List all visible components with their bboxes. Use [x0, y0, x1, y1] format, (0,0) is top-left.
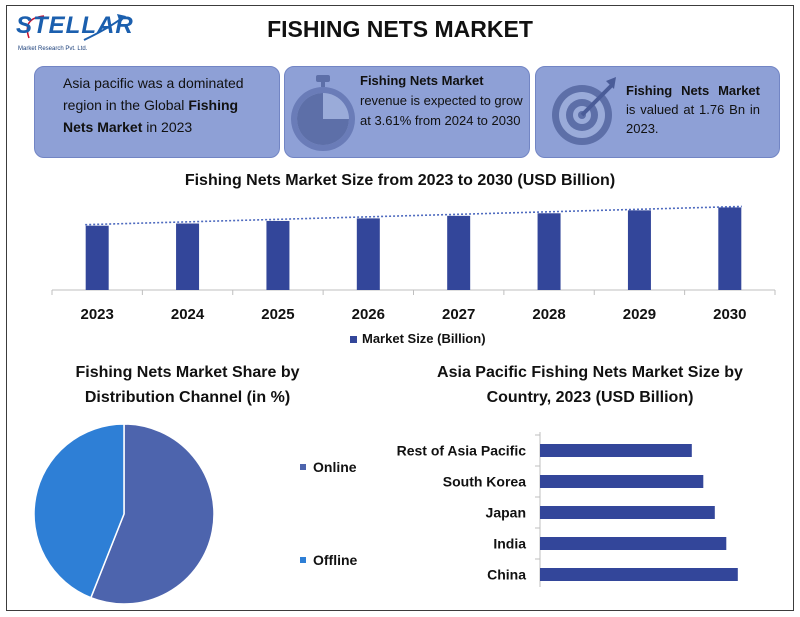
y-tick-label-india: India: [493, 536, 526, 552]
logo-swoosh-icon: [26, 14, 126, 41]
x-tick-label-2023: 2023: [81, 306, 114, 323]
pie-chart-title: Fishing Nets Market Share by Distributio…: [75, 364, 300, 406]
legend-swatch-offline: [300, 557, 306, 563]
hbar-china: [540, 568, 738, 581]
brand-name: STELLAR: [16, 12, 134, 39]
x-tick-label-2029: 2029: [623, 306, 656, 323]
info-card-growth: Fishing Nets Market revenue is expected …: [284, 66, 530, 158]
x-tick-label-2024: 2024: [171, 306, 205, 323]
card-value-text: Fishing Nets Market is valued at 1.76 Bn…: [626, 81, 760, 138]
x-tick-label-2028: 2028: [532, 306, 565, 323]
bar-2023: [85, 225, 109, 290]
stopwatch-icon: [291, 75, 355, 151]
hbar-india: [540, 537, 727, 550]
country-bar-chart: Rest of Asia Pacific South Korea Japan Indi…: [397, 432, 738, 587]
card-value-bold: Fishing Nets Market: [626, 83, 760, 98]
info-card-value: Fishing Nets Market is valued at 1.76 Bn…: [535, 66, 780, 158]
x-tick-label-2027: 2027: [442, 306, 475, 323]
legend-label-market-size: Market Size (Billion): [362, 331, 486, 346]
hbar-japan: [540, 506, 715, 519]
info-card-region: Asia pacific was a dominated region in t…: [34, 66, 280, 158]
bar-2028: [537, 213, 561, 290]
brand-logo: STELLAR Market Research Pvt. Ltd.: [14, 8, 133, 58]
card-value-post: is valued at 1.76 Bn in 2023.: [626, 102, 760, 136]
card-region-post: in 2023: [142, 119, 193, 135]
bar-2026: [356, 218, 380, 290]
card-region-pre: Asia pacific was a dominated region in t…: [63, 75, 244, 113]
y-tick-label-china: China: [487, 567, 526, 583]
distribution-pie-chart: Online Offline: [33, 423, 358, 605]
market-size-bar-chart: 2023 2024 2025 2026 2027 2028 2029 2030 Market S…: [51, 205, 776, 346]
legend-label-online: Online: [313, 459, 357, 475]
trendline: [85, 205, 742, 226]
bar-chart-title: Fishing Nets Market Size from 2023 to 20…: [184, 172, 616, 189]
infographic-frame: [6, 5, 794, 611]
legend-swatch-market-size: [350, 336, 357, 343]
pie-slice-offline: [33, 423, 125, 599]
brand-subtitle: Market Research Pvt. Ltd.: [18, 46, 88, 52]
bar-2027: [447, 215, 471, 290]
card-region-bold: Fishing Nets Market: [63, 97, 239, 135]
bar-2024: [176, 223, 200, 290]
bar-2029: [627, 210, 651, 290]
legend-swatch-online: [300, 464, 306, 470]
page-title: FISHING NETS MARKET: [267, 16, 533, 42]
country-chart-title: Asia Pacific Fishing Nets Market Size by…: [437, 364, 743, 406]
bar-2030: [718, 207, 742, 290]
x-tick-label-2030: 2030: [713, 306, 746, 323]
x-tick-label-2026: 2026: [352, 306, 385, 323]
y-tick-label-south-korea: South Korea: [443, 474, 526, 490]
card-growth-post: revenue is expected to grow at 3.61% fro…: [360, 93, 523, 128]
y-tick-label-japan: Japan: [486, 505, 526, 521]
y-tick-label-rest-of-asia-pacific: Rest of Asia Pacific: [397, 443, 527, 459]
legend-label-offline: Offline: [313, 552, 358, 568]
card-growth-bold: Fishing Nets Market: [360, 73, 484, 88]
target-icon: [552, 77, 616, 145]
x-tick-label-2025: 2025: [261, 306, 294, 323]
hbar-south-korea: [540, 475, 704, 488]
card-region-text: Asia pacific was a dominated region in t…: [63, 72, 268, 138]
pie-slice-online: [89, 423, 215, 605]
card-growth-text: Fishing Nets Market revenue is expected …: [360, 71, 525, 131]
hbar-rest-of-asia-pacific: [540, 444, 692, 457]
bar-2025: [266, 220, 290, 290]
